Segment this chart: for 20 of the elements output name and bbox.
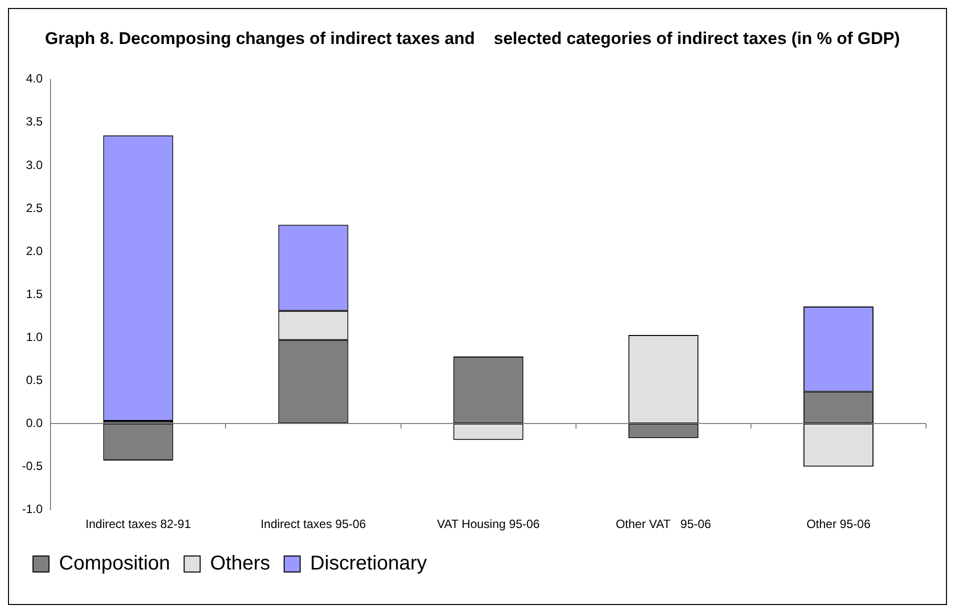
x-tick-label: Indirect taxes 82-91 — [86, 517, 192, 532]
y-tick-label: 1.0 — [26, 330, 43, 344]
x-tick-label: VAT Housing 95-06 — [436, 517, 540, 532]
legend-label: Discretionary — [310, 552, 427, 575]
y-tick-label: 3.0 — [26, 158, 43, 172]
chart-title: Graph 8. Decomposing changes of indirect taxes and selected categories of indirect taxes (in % of GDP) — [45, 28, 900, 48]
y-tick-label: -0.5 — [22, 458, 43, 473]
y-tick-label: 4.0 — [26, 72, 43, 86]
y-tick-label: 3.5 — [26, 114, 43, 129]
y-tick-label: 0.0 — [26, 416, 43, 430]
y-tick-label: 0.5 — [26, 372, 43, 387]
legend-label: Others — [210, 552, 270, 575]
y-tick-label: 2.0 — [26, 244, 43, 258]
y-tick-label: -1.0 — [22, 502, 43, 516]
y-tick-label: 2.5 — [26, 200, 43, 215]
y-tick-label: 1.5 — [26, 286, 43, 301]
x-tick-label: Other VAT 95-06 — [616, 517, 712, 532]
x-tick-label: Indirect taxes 95-06 — [260, 517, 366, 532]
x-tick-label: Other 95-06 — [806, 517, 871, 532]
legend-label: Composition — [59, 552, 170, 575]
